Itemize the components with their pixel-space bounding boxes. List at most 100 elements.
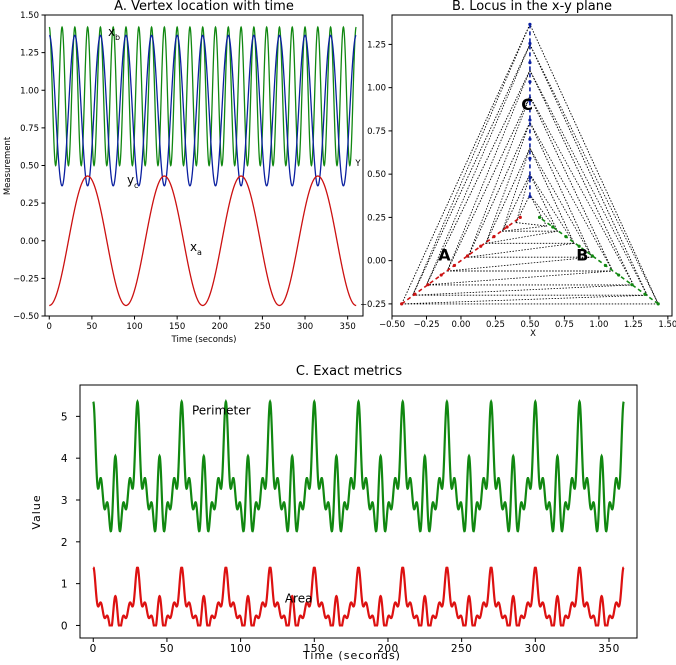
- panel-b-frame: [391, 14, 673, 317]
- connector-line: [447, 256, 593, 272]
- connector-line: [502, 225, 547, 232]
- triangle-outline: [501, 173, 559, 232]
- connector-line: [529, 173, 575, 244]
- panel-c-x-ticks: 0 50 100 150 200 250 300 350: [90, 638, 619, 655]
- series-label-perimeter: Perimeter: [192, 403, 251, 417]
- connector-line: [529, 148, 593, 258]
- y-tick-label: 1.50: [20, 11, 39, 21]
- y-tick-label: 2: [61, 537, 68, 549]
- y-tick-label: 4: [61, 453, 68, 465]
- locus-point-c: [528, 80, 532, 84]
- locus-point-c: [528, 195, 532, 199]
- x-tick-label: 1.50: [658, 320, 676, 330]
- panel-a-series-labels: x by cx a: [108, 25, 202, 257]
- locus-point-b: [617, 273, 621, 277]
- x-tick-label: −0.50: [379, 320, 405, 330]
- connector-line: [426, 270, 613, 286]
- locus-point-c: [528, 41, 532, 46]
- connector-line: [529, 44, 659, 305]
- y-tick-label: 0.50: [367, 170, 386, 180]
- panel-b-vertex-labels: A B C: [438, 95, 588, 265]
- x-tick-label: 200: [212, 322, 228, 332]
- vertex-locus-b: [539, 216, 659, 305]
- y-tick-label: 5: [61, 411, 68, 423]
- panel-a-y-label: Measurement: [3, 136, 13, 195]
- y-tick-label: 0.50: [20, 162, 39, 172]
- x-tick-label: 100: [230, 643, 252, 655]
- series-label-area: Area: [285, 591, 313, 605]
- panel-a-plot-area: [48, 25, 357, 307]
- panel-c-exact-metrics: C. Exact metrics 0 50 100 150 200 250 300 350 0…: [30, 364, 638, 662]
- y-tick-label: 0: [61, 620, 68, 632]
- locus-point-a: [465, 254, 470, 258]
- locus-point-a: [439, 273, 443, 277]
- vertex-locus-a: [401, 216, 521, 305]
- y-tick-label: 0.00: [20, 237, 39, 247]
- panel-b-y-ticks: −0.25 0.00 0.25 0.50 0.75 1.00 1.25: [360, 40, 392, 310]
- series-line-xa: [49, 175, 357, 307]
- connector-line: [515, 174, 531, 223]
- panel-b-x-label: X: [530, 329, 536, 339]
- triangle-outline: [411, 43, 648, 296]
- x-tick-label: 200: [377, 643, 399, 655]
- panel-c-title: C. Exact metrics: [296, 364, 402, 379]
- panel-a-x-label: Time (seconds): [171, 335, 237, 345]
- connector-line: [485, 230, 558, 244]
- svg-text:b: b: [115, 33, 120, 42]
- panel-a-vertex-location: A. Vertex location with time 0 50 100 150 20…: [3, 0, 364, 345]
- x-tick-label: 150: [304, 643, 326, 655]
- connector-line: [529, 70, 648, 296]
- locus-point-b: [551, 225, 555, 229]
- panel-a-y-ticks: −0.50 −0.25 0.00 0.25 0.50 0.75 1.00 1.25 1.50: [13, 11, 45, 322]
- y-tick-label: 1.25: [367, 40, 386, 50]
- series-line-xb: [48, 25, 357, 167]
- triangle-outline: [515, 193, 548, 227]
- connector-line: [401, 294, 648, 305]
- panel-b-y-label: Y: [354, 159, 361, 169]
- panel-b-plot-area: [400, 22, 660, 306]
- connector-line: [529, 122, 614, 272]
- y-tick-label: −0.50: [13, 312, 39, 322]
- locus-point-c: [528, 99, 532, 103]
- triangle-outline: [467, 121, 593, 258]
- x-tick-label: 50: [86, 322, 97, 332]
- triangle-outline: [400, 23, 659, 305]
- series-line-yc: [48, 34, 357, 187]
- x-tick-label: 350: [340, 322, 356, 332]
- panel-b-locus: B. Locus in the x-y plane −0.50 −0.25 0.00…: [354, 0, 676, 339]
- triangle-outline: [425, 69, 635, 286]
- panel-a-title: A. Vertex location with time: [114, 0, 294, 14]
- panel-c-x-label: Time (seconds): [302, 649, 401, 662]
- vertex-label-c: C: [521, 95, 533, 114]
- connector-line: [501, 148, 531, 232]
- y-tick-label: 1.25: [20, 49, 39, 59]
- svg-text:x: x: [190, 240, 197, 254]
- x-tick-label: 0.00: [451, 320, 470, 330]
- x-tick-label: 1.00: [589, 320, 608, 330]
- locus-point-a: [518, 215, 522, 219]
- panel-b-title: B. Locus in the x-y plane: [452, 0, 612, 14]
- locus-point-b: [577, 244, 581, 248]
- y-tick-label: 3: [61, 495, 68, 507]
- x-tick-label: 50: [160, 643, 174, 655]
- y-tick-label: −0.25: [360, 300, 386, 310]
- locus-point-b: [564, 235, 568, 239]
- x-tick-label: 0.25: [486, 320, 505, 330]
- x-tick-label: 250: [451, 643, 473, 655]
- locus-point-b: [590, 254, 594, 258]
- y-tick-label: 0.25: [20, 199, 39, 209]
- y-tick-label: 0.75: [367, 127, 386, 137]
- locus-point-c: [528, 61, 532, 65]
- x-tick-label: 0: [90, 643, 97, 655]
- locus-point-c: [528, 175, 532, 180]
- locus-point-b: [603, 263, 608, 268]
- x-tick-label: 1.25: [624, 320, 643, 330]
- series-line-perimeter: [92, 398, 625, 533]
- connector-line: [412, 284, 634, 296]
- connector-line: [412, 24, 531, 296]
- x-tick-label: 150: [169, 322, 185, 332]
